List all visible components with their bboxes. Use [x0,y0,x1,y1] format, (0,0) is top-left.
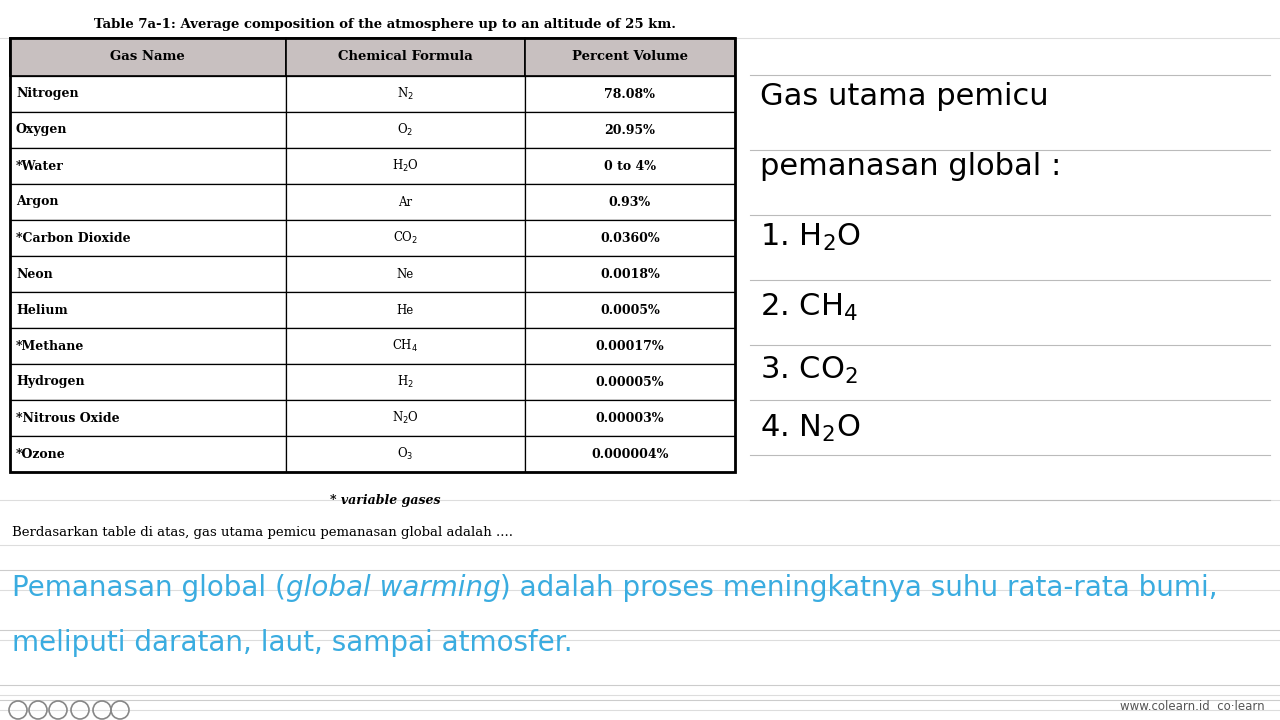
Text: O$_2$: O$_2$ [397,122,413,138]
Bar [10,76,285,112]
Text: *Water: *Water [15,160,64,173]
Bar [285,148,525,184]
Bar [285,256,525,292]
Text: Chemical Formula: Chemical Formula [338,50,472,63]
Text: 0.00003%: 0.00003% [595,412,664,425]
Text: pemanasan global :: pemanasan global : [760,152,1061,181]
Bar [525,184,735,220]
Text: 0.00005%: 0.00005% [595,376,664,389]
Text: *Nitrous Oxide: *Nitrous Oxide [15,412,119,425]
Text: ) adalah proses meningkatnya suhu rata-rata bumi,: ) adalah proses meningkatnya suhu rata-r… [500,574,1219,602]
Text: 3. CO$_2$: 3. CO$_2$ [760,355,858,386]
Text: N$_2$: N$_2$ [397,86,413,102]
Text: Argon: Argon [15,196,59,209]
Text: 0.000004%: 0.000004% [591,448,668,461]
Text: H$_2$: H$_2$ [397,374,413,390]
Bar [10,148,285,184]
Text: 2. CH$_4$: 2. CH$_4$ [760,292,858,323]
Bar [10,38,285,76]
Bar [285,220,525,256]
Text: Gas Name: Gas Name [110,50,186,63]
Text: Table 7a-1: Average composition of the atmosphere up to an altitude of 25 km.: Table 7a-1: Average composition of the a… [93,18,676,31]
Text: O$_3$: O$_3$ [397,446,413,462]
Text: 20.95%: 20.95% [604,124,655,137]
Bar [525,220,735,256]
Bar [525,256,735,292]
Text: Gas utama pemicu: Gas utama pemicu [760,82,1048,111]
Text: Berdasarkan table di atas, gas utama pemicu pemanasan global adalah ....: Berdasarkan table di atas, gas utama pem… [12,526,513,539]
Text: 0.93%: 0.93% [609,196,652,209]
Bar [10,400,285,436]
Bar [525,436,735,472]
Text: *Ozone: *Ozone [15,448,65,461]
Bar [525,38,735,76]
Bar [285,364,525,400]
Text: 1. H$_2$O: 1. H$_2$O [760,222,860,253]
Text: 0.0018%: 0.0018% [600,268,659,281]
Bar [10,292,285,328]
Bar [285,328,525,364]
Text: H$_2$O: H$_2$O [392,158,419,174]
Text: Ar: Ar [398,196,412,209]
Bar [10,112,285,148]
Bar [10,256,285,292]
Bar [525,76,735,112]
Bar [285,292,525,328]
Bar [285,400,525,436]
Text: Pemanasan global (: Pemanasan global ( [12,574,285,602]
Text: Percent Volume: Percent Volume [572,50,687,63]
Text: CH$_4$: CH$_4$ [392,338,419,354]
Text: 0.0005%: 0.0005% [600,304,659,317]
Text: Oxygen: Oxygen [15,124,68,137]
Bar [525,328,735,364]
Text: 4. N$_2$O: 4. N$_2$O [760,413,860,444]
Text: Nitrogen: Nitrogen [15,88,78,101]
Text: 0.0360%: 0.0360% [600,232,659,245]
Bar [10,38,735,472]
Text: CO$_2$: CO$_2$ [393,230,417,246]
Text: www.colearn.id  co·learn: www.colearn.id co·learn [1120,700,1265,713]
Bar [10,220,285,256]
Text: global warming: global warming [285,574,500,602]
Bar [285,38,525,76]
Text: He: He [397,304,413,317]
Bar [525,148,735,184]
Text: N$_2$O: N$_2$O [392,410,419,426]
Bar [285,76,525,112]
Text: Neon: Neon [15,268,52,281]
Text: Helium: Helium [15,304,68,317]
Text: * variable gases: * variable gases [330,494,440,507]
Bar [285,112,525,148]
Bar [10,184,285,220]
Bar [10,436,285,472]
Text: *Carbon Dioxide: *Carbon Dioxide [15,232,131,245]
Bar [525,400,735,436]
Bar [525,112,735,148]
Text: Ne: Ne [397,268,413,281]
Text: *Methane: *Methane [15,340,84,353]
Text: 78.08%: 78.08% [604,88,655,101]
Bar [10,328,285,364]
Text: meliputi daratan, laut, sampai atmosfer.: meliputi daratan, laut, sampai atmosfer. [12,629,572,657]
Bar [285,436,525,472]
Bar [10,364,285,400]
Bar [525,292,735,328]
Bar [525,364,735,400]
Text: 0 to 4%: 0 to 4% [604,160,655,173]
Text: 0.00017%: 0.00017% [595,340,664,353]
Bar [285,184,525,220]
Text: Hydrogen: Hydrogen [15,376,84,389]
